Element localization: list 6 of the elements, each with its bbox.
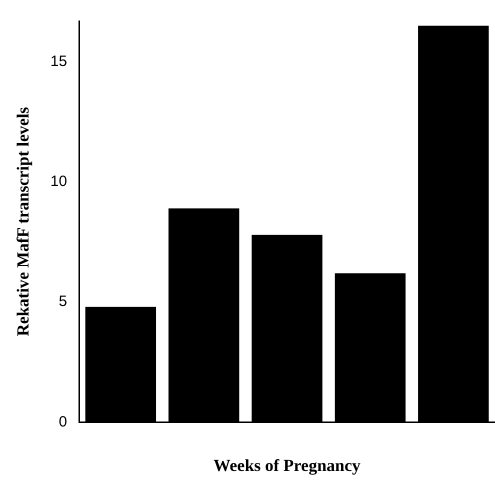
y-tick-label: 0: [58, 413, 68, 430]
x-axis-title: Weeks of Pregnancy: [214, 456, 362, 476]
y-tick-label: 15: [50, 52, 68, 70]
y-tick-label: 5: [58, 293, 68, 310]
y-axis-title: Rekative MafF transcript levels: [14, 106, 33, 336]
y-tick-label: 10: [50, 173, 68, 190]
